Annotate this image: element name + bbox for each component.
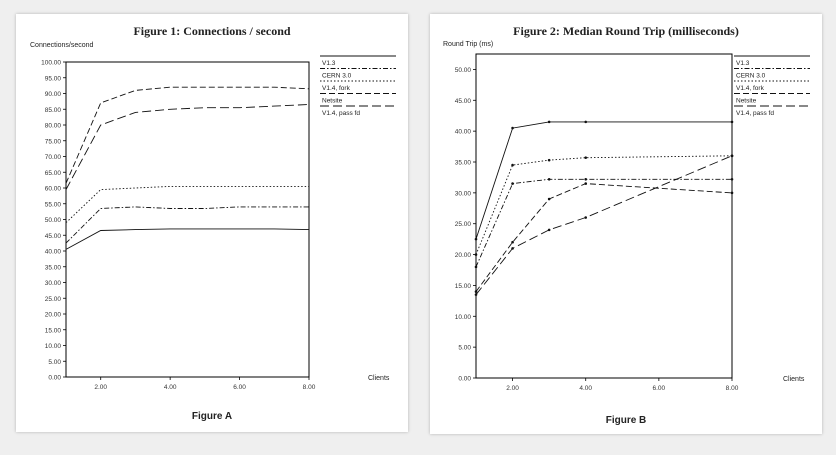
legend-label: V1.4, pass fd bbox=[736, 110, 774, 117]
series-line bbox=[65, 228, 310, 250]
chart-title: Figure 2: Median Round Trip (millisecond… bbox=[513, 24, 739, 38]
y-tick-label: 35.00 bbox=[455, 160, 472, 167]
data-point bbox=[730, 191, 734, 195]
x-tick-label: 6.00 bbox=[653, 385, 666, 392]
y-tick-label: 45.00 bbox=[455, 98, 472, 105]
data-point bbox=[584, 120, 588, 124]
y-tick-label: 40.00 bbox=[45, 249, 62, 256]
data-point bbox=[730, 120, 734, 124]
figure-caption: Figure B bbox=[605, 415, 647, 426]
legend-label: Netsite bbox=[322, 98, 343, 105]
x-axis-title: Clients bbox=[368, 375, 390, 382]
series-line bbox=[65, 104, 310, 190]
x-tick-label: 8.00 bbox=[726, 385, 739, 392]
data-point bbox=[474, 293, 478, 296]
legend-label: Netsite bbox=[736, 98, 757, 105]
figure-b-panel: Figure 2: Median Round Trip (millisecond… bbox=[430, 14, 822, 434]
y-tick-label: 45.00 bbox=[45, 233, 62, 240]
data-point bbox=[584, 182, 588, 185]
y-tick-label: 5.00 bbox=[458, 345, 471, 352]
y-tick-label: 25.00 bbox=[45, 296, 62, 303]
x-tick-label: 4.00 bbox=[579, 385, 592, 392]
x-tick-label: 2.00 bbox=[94, 384, 107, 391]
chart-title: Figure 1: Connections / second bbox=[133, 24, 291, 38]
plot-frame bbox=[65, 61, 310, 378]
series-line bbox=[65, 206, 309, 244]
legend-label: V1.4, fork bbox=[736, 85, 765, 92]
data-point bbox=[730, 177, 734, 181]
y-tick-label: 0.00 bbox=[458, 376, 471, 383]
series-line bbox=[65, 86, 310, 184]
y-tick-label: 50.00 bbox=[455, 67, 472, 74]
plot-frame bbox=[475, 53, 733, 379]
round-trip-chart: Round Trip (ms) 0.00 5.00 10.00 15.00 20.00 25… bbox=[443, 41, 810, 392]
series-line bbox=[65, 185, 309, 224]
data-point bbox=[547, 197, 551, 201]
figure-a-panel: Figure 1: Connections / second Connectio… bbox=[16, 14, 408, 432]
data-point bbox=[584, 177, 588, 181]
y-tick-label: 90.00 bbox=[45, 91, 62, 98]
data-point bbox=[511, 163, 514, 167]
data-point bbox=[547, 177, 551, 181]
y-tick-label: 60.00 bbox=[45, 186, 62, 193]
x-tick-label: 6.00 bbox=[233, 384, 246, 391]
y-tick-label: 65.00 bbox=[45, 170, 62, 177]
series-line bbox=[475, 121, 732, 240]
y-tick-label: 40.00 bbox=[455, 129, 472, 136]
data-point bbox=[547, 120, 551, 124]
data-point bbox=[474, 290, 478, 293]
y-tick-label: 20.00 bbox=[455, 252, 472, 259]
y-axis-title: Connections/second bbox=[30, 42, 94, 49]
data-point bbox=[511, 247, 514, 250]
x-tick-label: 4.00 bbox=[164, 384, 177, 391]
data-point bbox=[730, 154, 734, 158]
data-point bbox=[474, 253, 478, 256]
data-point bbox=[584, 216, 588, 219]
legend-label: V1.3 bbox=[322, 60, 336, 67]
y-tick-label: 30.00 bbox=[455, 190, 472, 197]
legend-label: V1.3 bbox=[736, 60, 750, 67]
data-point bbox=[474, 265, 478, 269]
y-tick-label: 20.00 bbox=[45, 312, 62, 319]
y-tick-label: 35.00 bbox=[45, 264, 62, 271]
y-tick-label: 15.00 bbox=[455, 283, 472, 290]
y-axis-title: Round Trip (ms) bbox=[443, 41, 493, 48]
y-tick-label: 5.00 bbox=[48, 359, 61, 366]
x-tick-label: 8.00 bbox=[303, 384, 316, 391]
data-point bbox=[511, 126, 514, 130]
data-point bbox=[584, 156, 588, 159]
series-line bbox=[475, 183, 733, 292]
y-tick-label: 55.00 bbox=[45, 201, 62, 208]
connections-chart: Connections/second 0.00 5.00 10.00 15.00 20.0… bbox=[30, 42, 396, 391]
data-point bbox=[511, 182, 514, 185]
y-tick-label: 0.00 bbox=[48, 375, 61, 382]
legend-label: CERN 3.0 bbox=[736, 73, 766, 80]
y-tick-label: 10.00 bbox=[455, 314, 472, 321]
y-tick-label: 10.00 bbox=[45, 343, 62, 350]
y-tick-label: 25.00 bbox=[455, 221, 472, 228]
y-tick-label: 75.00 bbox=[45, 138, 62, 145]
y-tick-label: 85.00 bbox=[45, 107, 62, 114]
data-point bbox=[547, 158, 551, 162]
legend-label: V1.4, fork bbox=[322, 85, 351, 92]
data-point bbox=[474, 237, 478, 241]
series-line bbox=[475, 155, 733, 295]
x-axis-title: Clients bbox=[783, 376, 805, 383]
y-tick-label: 30.00 bbox=[45, 280, 62, 287]
data-point bbox=[511, 240, 514, 244]
y-tick-label: 95.00 bbox=[45, 75, 62, 82]
legend-label: CERN 3.0 bbox=[322, 73, 352, 80]
x-tick-label: 2.00 bbox=[506, 385, 519, 392]
y-tick-label: 70.00 bbox=[45, 154, 62, 161]
y-tick-label: 15.00 bbox=[45, 327, 62, 334]
figure-caption: Figure A bbox=[191, 411, 233, 422]
y-tick-label: 80.00 bbox=[45, 123, 62, 130]
legend-label: V1.4, pass fd bbox=[322, 110, 360, 117]
y-tick-label: 100.00 bbox=[41, 60, 61, 67]
data-point bbox=[547, 228, 551, 232]
y-tick-label: 50.00 bbox=[45, 217, 62, 224]
series-line bbox=[475, 178, 732, 268]
